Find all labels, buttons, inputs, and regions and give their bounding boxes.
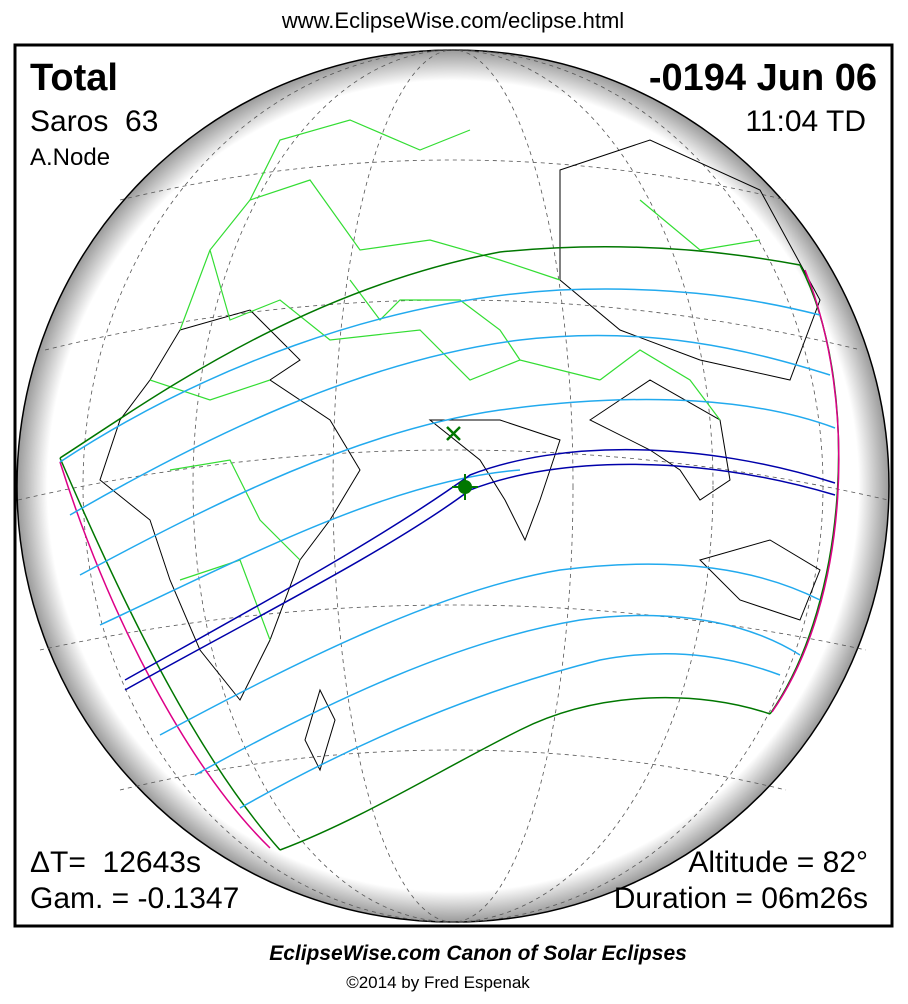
duration: Duration = 06m26s [614, 882, 868, 915]
eclipse-date: -0194 Jun 06 [649, 57, 877, 99]
gamma: Gam. = -0.1347 [30, 882, 239, 915]
footer-title: EclipseWise.com Canon of Solar Eclipses [269, 942, 687, 965]
delta-t: ΔT= 12643s [30, 846, 201, 879]
altitude: Altitude = 82° [688, 846, 868, 879]
saros: Saros 63 [30, 105, 158, 138]
eclipse-time: 11:04 TD [745, 105, 866, 138]
url: www.EclipseWise.com/eclipse.html [281, 8, 624, 33]
eclipse-path [59, 245, 840, 851]
node: A.Node [30, 144, 110, 171]
footer-credit: ©2014 by Fred Espenak [346, 973, 530, 992]
eclipse-type: Total [30, 57, 118, 99]
